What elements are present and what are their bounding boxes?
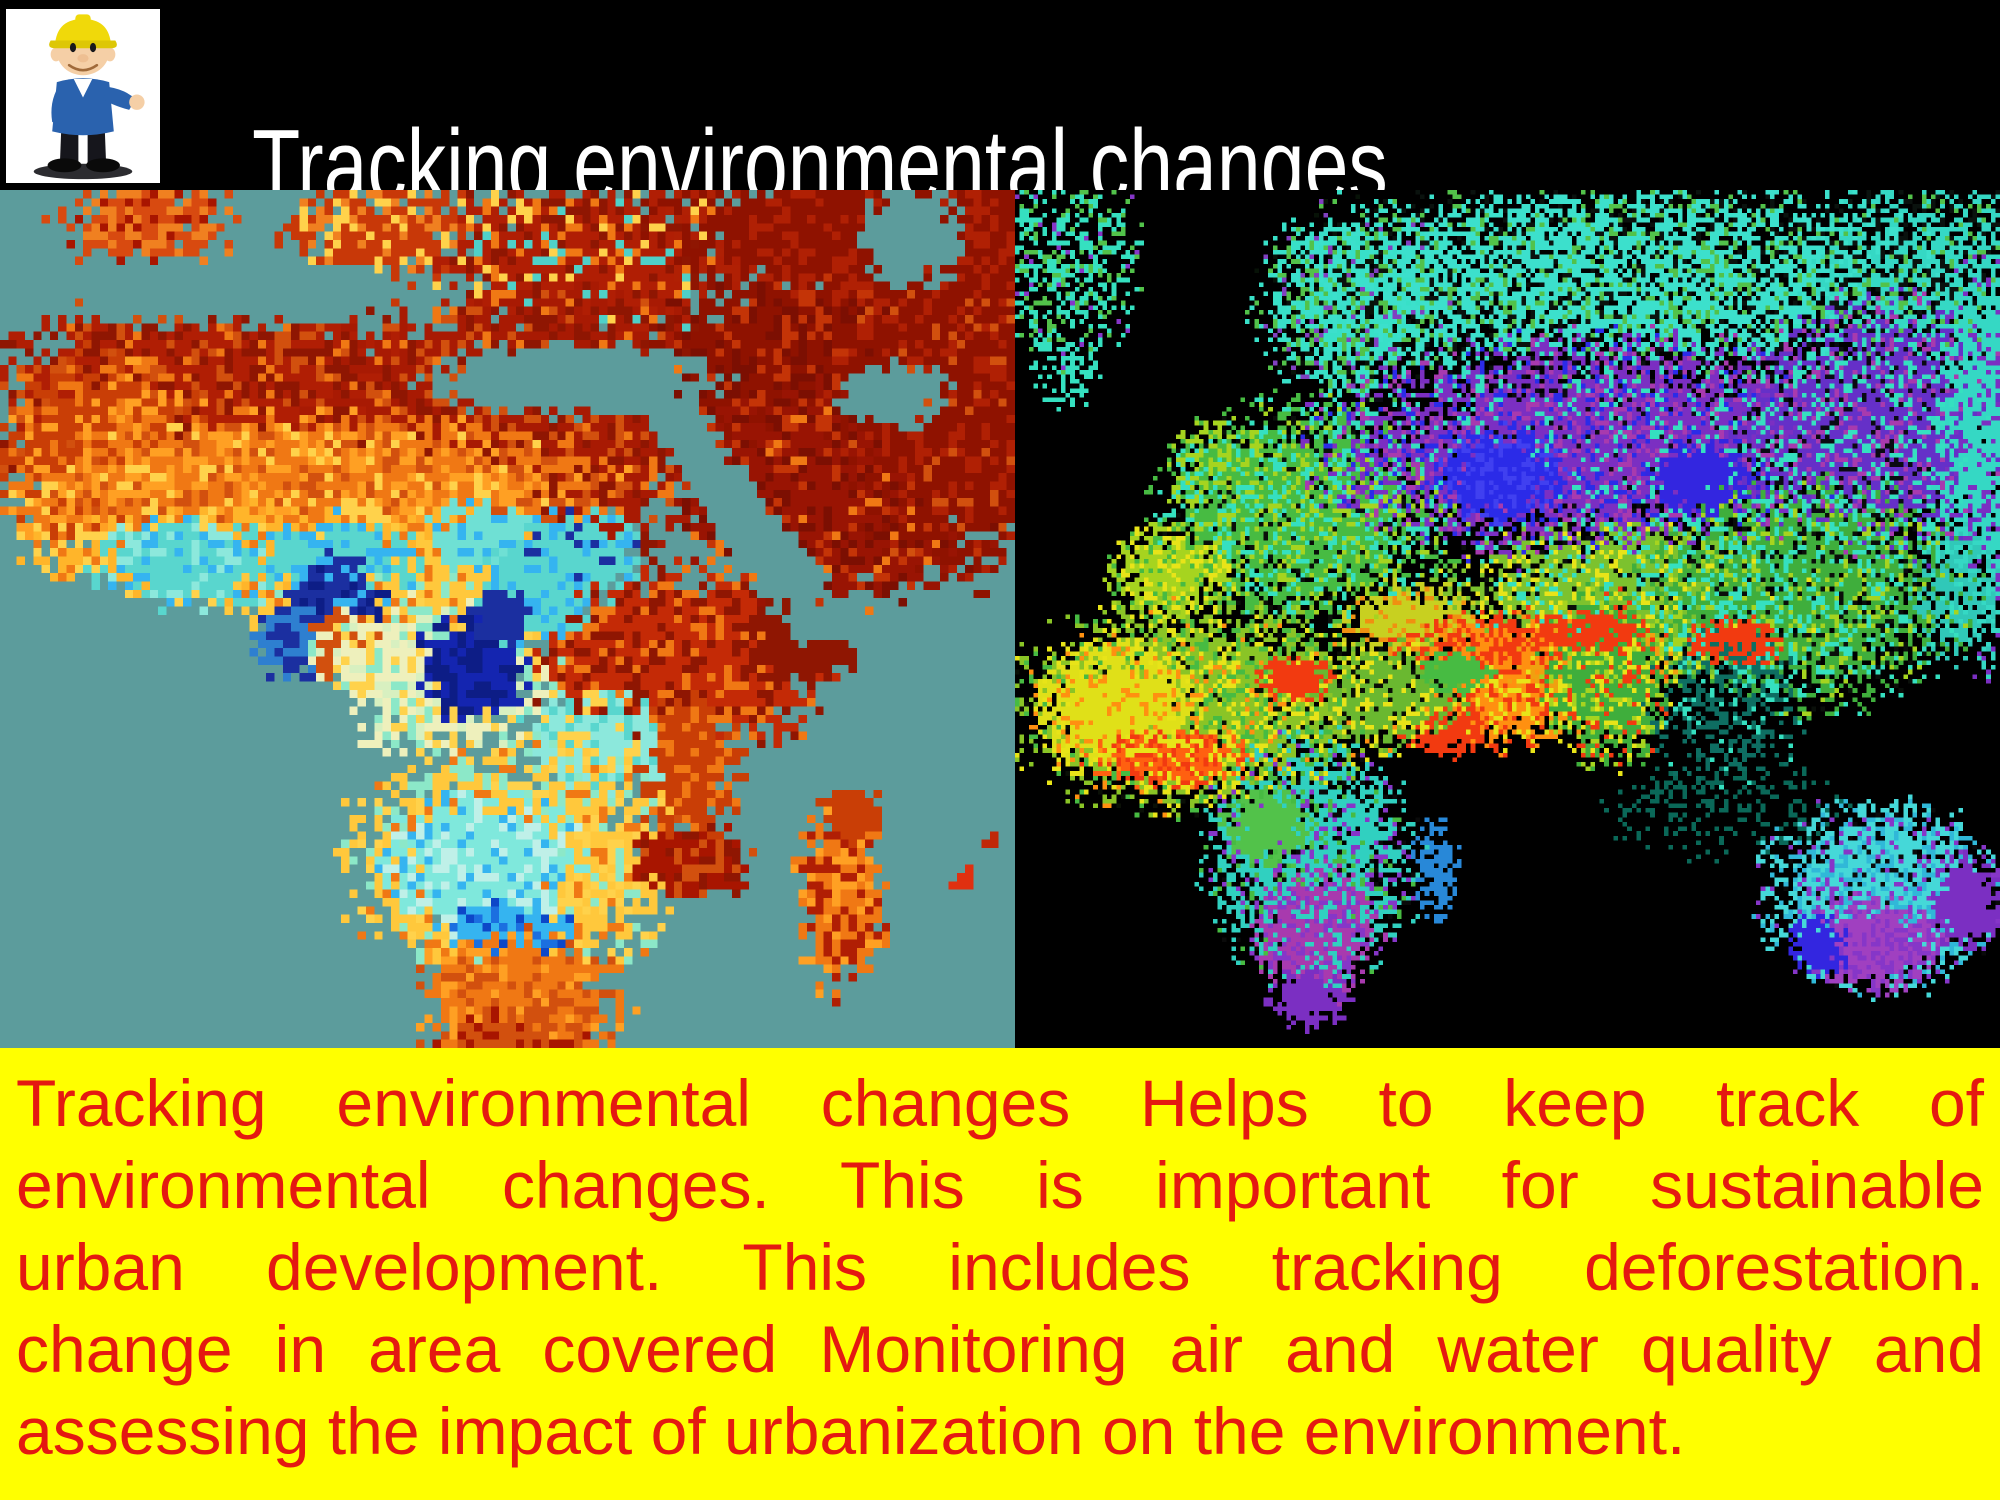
africa-thermal-map (0, 190, 1015, 1048)
map-figures (0, 190, 2000, 1048)
caption-line: Tracking environmental changes Helps to … (16, 1066, 1984, 1140)
africa-thermal-map-image (0, 190, 1015, 1048)
world-vegetation-map (1015, 190, 2000, 1048)
caption-line: change in area covered Monitoring air an… (16, 1312, 1984, 1386)
caption-line: urban development. This includes trackin… (16, 1230, 1984, 1304)
mascot-logo (6, 9, 160, 183)
construction-worker-icon (33, 14, 145, 180)
caption-banner: Tracking environmental changes Helps to … (0, 1048, 2000, 1500)
world-vegetation-map-image (1015, 190, 2000, 1048)
caption-line: assessing the impact of urbanization on … (16, 1394, 1686, 1468)
title-bar: Tracking environmental changes (0, 0, 2000, 222)
caption-line: environmental changes. This is important… (16, 1148, 1984, 1222)
